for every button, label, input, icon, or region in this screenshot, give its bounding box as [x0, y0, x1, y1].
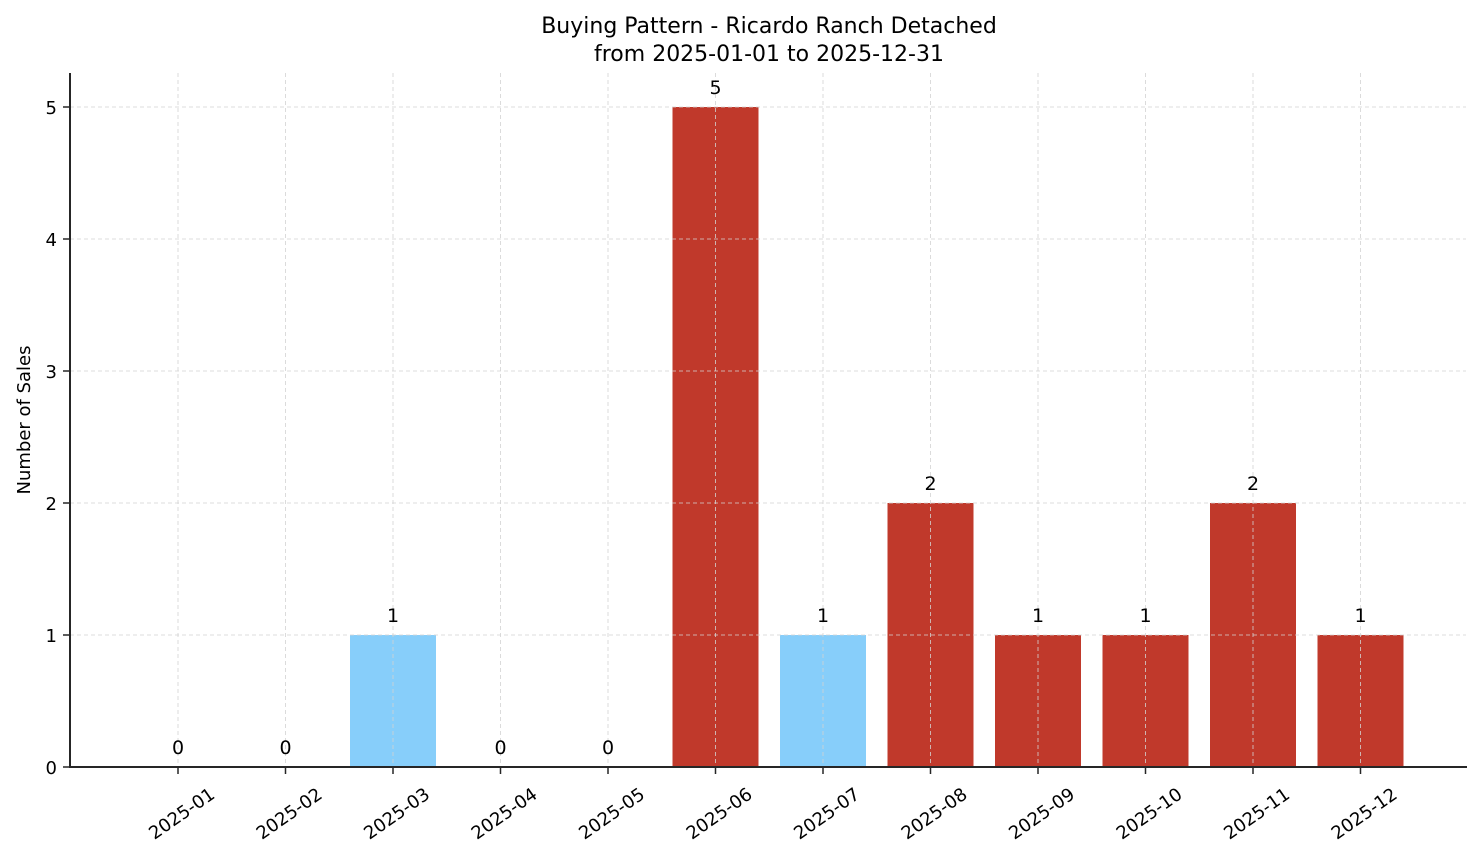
- x-axis-ticks: 2025-01 2025-02 2025-03 2025-04 2025-05 2025-…: [145, 767, 1401, 844]
- x-tick-label: 2025-01: [145, 784, 219, 844]
- x-tick-label: 2025-04: [468, 784, 542, 844]
- bar-value-label: 1: [387, 605, 399, 627]
- bar-value-label: 5: [709, 77, 721, 99]
- bar-value-label: 0: [279, 737, 291, 759]
- x-tick-label: 2025-07: [790, 784, 864, 844]
- bar-value-labels: 0 0 1 0 0 5 1 2 1 1 2 1: [172, 77, 1367, 759]
- bar-value-label: 1: [1354, 605, 1366, 627]
- x-tick-label: 2025-06: [683, 784, 757, 844]
- bar-value-label: 2: [1247, 473, 1259, 495]
- y-tick-label: 2: [46, 494, 57, 515]
- y-tick-label: 0: [46, 758, 57, 779]
- chart-subtitle: from 2025-01-01 to 2025-12-31: [594, 42, 944, 67]
- y-tick-label: 4: [46, 230, 57, 251]
- bar-value-label: 1: [1032, 605, 1044, 627]
- x-tick-label: 2025-10: [1113, 784, 1187, 844]
- y-axis-ticks: 0 1 2 3 4 5: [46, 98, 70, 779]
- bars-group: [350, 107, 1404, 767]
- x-tick-label: 2025-09: [1005, 784, 1079, 844]
- x-tick-label: 2025-03: [360, 784, 434, 844]
- y-axis-label: Number of Sales: [14, 345, 35, 494]
- x-tick-label: 2025-08: [898, 784, 972, 844]
- bar-value-label: 1: [1139, 605, 1151, 627]
- x-tick-label: 2025-12: [1328, 784, 1402, 844]
- x-tick-label: 2025-02: [253, 784, 327, 844]
- x-tick-label: 2025-11: [1220, 784, 1294, 844]
- bar-value-label: 1: [817, 605, 829, 627]
- y-tick-label: 1: [46, 626, 57, 647]
- bar-value-label: 0: [494, 737, 506, 759]
- x-tick-label: 2025-05: [575, 784, 649, 844]
- grid-lines: [70, 73, 1466, 767]
- bar-value-label: 0: [602, 737, 614, 759]
- bar-value-label: 0: [172, 737, 184, 759]
- chart-title: Buying Pattern - Ricardo Ranch Detached: [541, 14, 997, 39]
- bar-value-label: 2: [924, 473, 936, 495]
- y-tick-label: 3: [46, 362, 57, 383]
- y-tick-label: 5: [46, 98, 57, 119]
